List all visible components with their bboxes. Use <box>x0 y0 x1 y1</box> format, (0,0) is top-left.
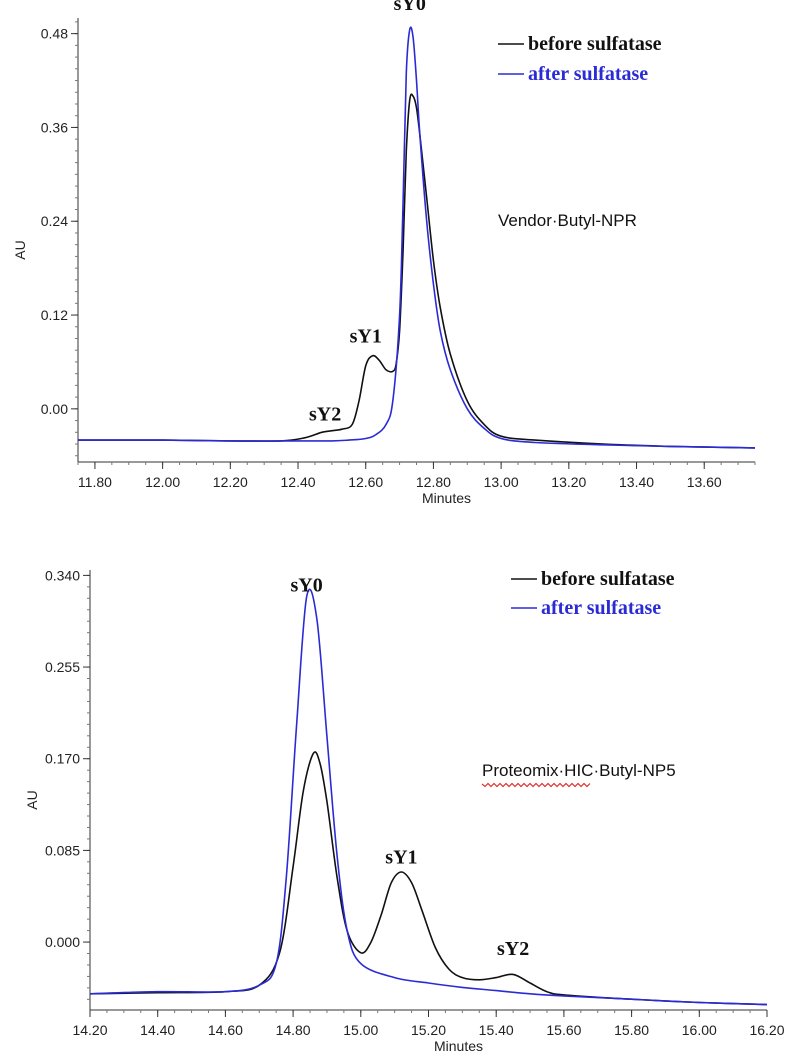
x-tick-label: 14.60 <box>208 1022 243 1038</box>
x-tick-label: 14.80 <box>276 1022 311 1038</box>
legend-entry: after sulfatase <box>541 597 661 619</box>
x-tick-label: 12.80 <box>416 474 451 490</box>
y-tick-label: 0.00 <box>41 401 68 417</box>
legend: before sulfatase after sulfatase <box>498 33 662 85</box>
peak-label-sy2: sY2 <box>309 404 341 426</box>
peak-label-sy1: sY1 <box>350 325 382 347</box>
legend: before sulfatase after sulfatase <box>511 568 675 619</box>
x-tick-label: 11.80 <box>78 474 112 490</box>
column-annotation: Vendor·Butyl-NPR <box>498 211 637 230</box>
peak-label-sy0: sY0 <box>394 0 426 15</box>
x-tick-label: 16.00 <box>682 1022 717 1038</box>
y-tick-label: 0.255 <box>45 659 80 675</box>
x-axis-title: Minutes <box>434 1038 483 1052</box>
x-axis-title: Minutes <box>422 490 471 506</box>
y-tick-label: 0.36 <box>41 119 68 135</box>
spellcheck-underline <box>481 782 591 788</box>
after-sulfatase-line <box>77 26 756 449</box>
x-tick-label: 13.40 <box>619 474 654 490</box>
before-sulfatase-line <box>89 751 768 1006</box>
x-tick-label: 14.40 <box>140 1022 175 1038</box>
x-tick-label: 13.20 <box>551 474 586 490</box>
x-tick-label: 12.60 <box>348 474 383 490</box>
before-sulfatase-line <box>77 93 756 449</box>
x-tick-label: 12.20 <box>213 474 248 490</box>
x-tick-label: 16.20 <box>749 1022 784 1038</box>
x-tick-label: 12.00 <box>145 474 180 490</box>
legend-entry: after sulfatase <box>528 63 648 85</box>
x-tick-label: 13.00 <box>484 474 519 490</box>
x-tick-label: 15.00 <box>343 1022 378 1038</box>
x-tick-label: 15.40 <box>479 1022 514 1038</box>
y-tick-label: 0.170 <box>45 751 80 767</box>
y-tick-label: 0.000 <box>45 934 80 950</box>
y-tick-label: 0.24 <box>41 213 68 229</box>
peak-label-sy2: sY2 <box>497 938 529 960</box>
chart-panel-1: 0.00 0.12 0.24 0.36 0.48 11.80 12.00 12.20 12.40… <box>12 0 756 506</box>
x-tick-label: 14.20 <box>72 1022 107 1038</box>
after-sulfatase-line <box>89 588 768 1006</box>
legend-entry: before sulfatase <box>541 568 675 590</box>
chart-panel-2: 0.000 0.085 0.170 0.255 0.340 14.20 14.40 14.60… <box>24 567 785 1052</box>
x-tick-label: 15.60 <box>546 1022 581 1038</box>
peak-label-sy0: sY0 <box>291 575 323 597</box>
x-tick-label: 12.40 <box>281 474 316 490</box>
column-annotation: Proteomix·HIC·Butyl-NP5 <box>482 761 676 780</box>
y-tick-label: 0.340 <box>45 567 80 583</box>
peak-label-sy1: sY1 <box>385 846 417 868</box>
y-axis-title: AU <box>12 240 28 259</box>
legend-entry: before sulfatase <box>528 33 662 55</box>
x-tick-label: 15.20 <box>411 1022 446 1038</box>
x-tick-label: 13.60 <box>687 474 722 490</box>
x-tick-label: 15.80 <box>614 1022 649 1038</box>
y-tick-label: 0.48 <box>41 26 68 42</box>
y-tick-label: 0.12 <box>41 307 68 323</box>
y-tick-label: 0.085 <box>45 842 80 858</box>
y-axis-title: AU <box>24 790 40 809</box>
